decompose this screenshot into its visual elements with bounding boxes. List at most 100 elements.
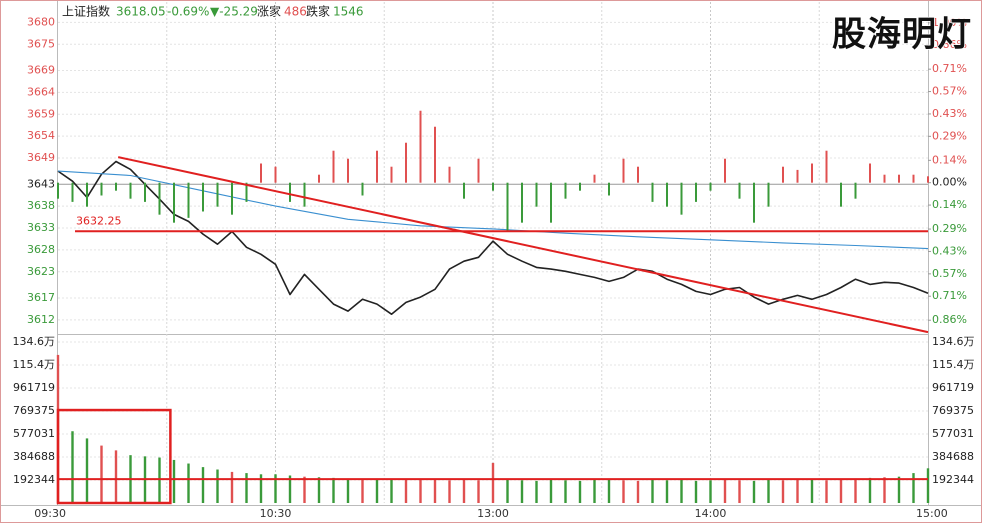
breadth-bar xyxy=(289,182,291,202)
volume-bar xyxy=(114,450,118,503)
breadth-bar xyxy=(825,150,828,183)
y-tick-label: 3675 xyxy=(27,37,55,50)
y-tick-label: 3638 xyxy=(27,199,55,212)
breadth-bar xyxy=(608,182,610,196)
y-tick-label: 134.6万 xyxy=(13,335,56,348)
y2-tick-label: 961719 xyxy=(932,381,974,394)
price: 3618.05 xyxy=(116,5,166,19)
breadth-bar xyxy=(637,166,639,183)
breadth-bar xyxy=(709,182,712,191)
breadth-bar xyxy=(245,182,248,202)
x-tick-label: 10:30 xyxy=(260,507,292,520)
breadth-bar xyxy=(187,182,190,218)
level-label: 3632.25 xyxy=(76,214,122,227)
y-tick-label: 3617 xyxy=(27,291,55,304)
breadth-bar xyxy=(738,182,741,199)
volume-bar xyxy=(665,480,669,503)
breadth-bar xyxy=(434,126,436,183)
y-tick-label: 3654 xyxy=(27,129,55,142)
y-tick-label: 3633 xyxy=(27,221,55,234)
breadth-bar xyxy=(129,182,132,199)
y2-tick-label: 0.86% xyxy=(932,38,967,51)
y-tick-label: 3612 xyxy=(27,313,55,326)
breadth-bar xyxy=(361,182,364,196)
volume-bar xyxy=(259,474,263,503)
highlight-box xyxy=(56,408,172,505)
volume-bar xyxy=(549,479,553,503)
volume-bar xyxy=(651,479,654,503)
breadth-bar xyxy=(811,163,813,183)
volume-bar xyxy=(71,431,74,503)
breadth-bar xyxy=(332,150,335,183)
volume-bar xyxy=(346,478,350,503)
y2-tick-label: 0.57% xyxy=(932,267,967,280)
up-count: 486 xyxy=(284,5,307,19)
breadth-bar xyxy=(695,182,697,202)
volume-bar xyxy=(825,480,828,503)
volume-bar xyxy=(535,480,538,503)
change: ▼-25.29 xyxy=(210,5,258,19)
volume-bar xyxy=(390,479,393,503)
volume-bar xyxy=(419,479,422,503)
y2-tick-label: 769375 xyxy=(932,404,974,417)
volume-bar xyxy=(404,479,408,503)
breadth-bar xyxy=(927,176,929,183)
y-tick-label: 3623 xyxy=(27,265,55,278)
volume-bar xyxy=(506,479,509,503)
breadth-bar xyxy=(158,182,161,215)
breadth-bar xyxy=(840,182,842,207)
breadth-bar xyxy=(303,182,306,207)
y2-tick-label: 0.29% xyxy=(932,129,967,142)
breadth-bar xyxy=(100,182,103,196)
breadth-bar xyxy=(651,182,654,202)
breadth-bar xyxy=(550,182,552,223)
y2-tick-label: 0.71% xyxy=(932,62,967,75)
breadth-bar xyxy=(86,182,88,207)
volume-bar xyxy=(288,475,292,503)
breadth-bar xyxy=(274,166,277,183)
breadth-bar xyxy=(492,182,494,191)
y2-tick-label: 0.86% xyxy=(932,313,967,326)
breadth-bar xyxy=(680,182,683,215)
volume-bar xyxy=(781,480,785,503)
volume-bar xyxy=(767,479,770,503)
x-tick-label: 15:00 xyxy=(916,507,948,520)
volume-bar xyxy=(680,479,683,503)
volume-bar xyxy=(738,480,741,503)
down-count: 1546 xyxy=(333,5,364,19)
y-tick-label: 3649 xyxy=(27,151,55,164)
breadth-bar xyxy=(869,163,871,183)
breadth-bar xyxy=(71,182,74,202)
y-tick-label: 384688 xyxy=(13,450,55,463)
y-tick-label: 192344 xyxy=(13,473,55,486)
breadth-bar xyxy=(854,182,857,199)
breadth-bar xyxy=(796,169,799,183)
volume-bar xyxy=(187,463,190,503)
breadth-bar xyxy=(521,182,523,223)
y-tick-label: 3643 xyxy=(27,177,55,190)
volume-bar xyxy=(796,479,799,503)
breadth-bar xyxy=(405,142,407,183)
breadth-bar xyxy=(579,182,581,191)
volume-bar xyxy=(216,469,219,503)
volume-bar xyxy=(883,477,886,503)
y-tick-label: 961719 xyxy=(13,381,55,394)
y2-tick-label: 0.71% xyxy=(932,289,967,302)
breadth-bar xyxy=(57,182,59,199)
volume-bar xyxy=(201,467,205,503)
y2-tick-label: 0.14% xyxy=(932,153,967,166)
breadth-bar xyxy=(463,182,465,199)
y2-tick-label: 0.57% xyxy=(932,85,967,98)
up-label: 涨家 xyxy=(257,4,281,19)
y2-tick-label: 134.6万 xyxy=(932,335,975,348)
y2-tick-label: 0.00% xyxy=(932,176,967,189)
volume-bar xyxy=(868,477,872,503)
volume-bar xyxy=(317,477,321,503)
volume-bar xyxy=(607,479,611,503)
y-tick-label: 115.4万 xyxy=(13,358,56,371)
volume-bar xyxy=(520,480,524,503)
breadth-bar xyxy=(622,158,625,183)
volume-bar xyxy=(361,479,364,503)
volume-bar xyxy=(839,479,843,503)
